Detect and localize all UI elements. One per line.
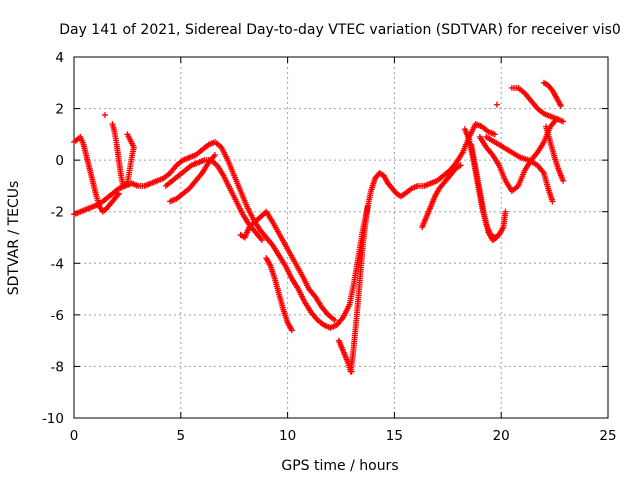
- data-point: [258, 237, 265, 244]
- x-tick-label: 10: [279, 428, 296, 444]
- y-tick-label: -2: [51, 205, 64, 221]
- data-point: [364, 203, 371, 210]
- x-tick-label: 25: [599, 428, 616, 444]
- y-axis-label: SDTVAR / TECUs: [6, 181, 22, 296]
- data-point: [549, 198, 556, 205]
- y-tick-label: -10: [42, 411, 64, 427]
- y-tick-label: 0: [55, 153, 64, 169]
- x-axis-label: GPS time / hours: [281, 458, 398, 474]
- data-point: [491, 131, 498, 138]
- data-point: [348, 368, 355, 375]
- plot-frame: [73, 56, 609, 419]
- axes: [73, 56, 609, 419]
- data-point: [124, 131, 131, 138]
- data-point: [493, 234, 500, 241]
- x-tick-label: 5: [177, 428, 186, 444]
- data-point: [211, 151, 218, 158]
- y-tick-label: 2: [55, 102, 64, 118]
- y-tick-label: -8: [51, 359, 64, 375]
- data-point: [502, 208, 509, 215]
- data-point: [331, 317, 338, 324]
- data-point: [560, 118, 567, 125]
- data-point: [457, 162, 464, 169]
- x-tick-label: 0: [70, 428, 79, 444]
- data-point: [114, 191, 121, 198]
- data-marks: [71, 79, 567, 375]
- data-point: [493, 101, 500, 108]
- x-tick-label: 15: [386, 428, 403, 444]
- data-point: [558, 102, 565, 109]
- chart-title: Day 141 of 2021, Sidereal Day-to-day VTE…: [59, 22, 621, 38]
- data-point: [288, 327, 295, 334]
- y-tick-label: 4: [55, 50, 64, 66]
- data-point: [560, 177, 567, 184]
- y-tick-label: -4: [51, 256, 64, 272]
- x-tick-label: 20: [493, 428, 510, 444]
- grid: [74, 57, 608, 418]
- tick-labels: 0 5 10 15 20 25 -10 -8 -6 -4 -2 0 2 4: [42, 50, 617, 444]
- y-tick-label: -6: [51, 308, 64, 324]
- data-point: [115, 190, 122, 197]
- data-point: [101, 112, 108, 119]
